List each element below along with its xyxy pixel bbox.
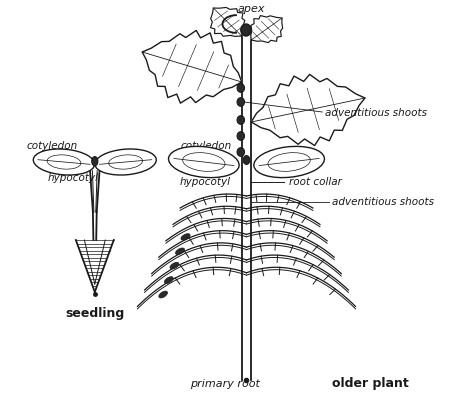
Polygon shape (142, 30, 242, 103)
Text: adventitious shoots: adventitious shoots (332, 197, 434, 207)
Polygon shape (210, 8, 245, 36)
Text: seedling: seedling (65, 308, 124, 320)
Text: cotyledon: cotyledon (26, 141, 77, 151)
Text: hypocotyl: hypocotyl (180, 177, 231, 187)
Ellipse shape (241, 24, 251, 36)
Text: primary root: primary root (190, 379, 260, 389)
Ellipse shape (237, 84, 245, 92)
Text: root collar: root collar (289, 177, 342, 187)
Ellipse shape (237, 98, 245, 106)
Ellipse shape (237, 116, 245, 124)
Text: cotyledon: cotyledon (180, 141, 231, 151)
Polygon shape (251, 74, 365, 146)
Ellipse shape (237, 148, 245, 156)
Ellipse shape (181, 234, 190, 240)
Text: older plant: older plant (332, 378, 409, 390)
Ellipse shape (243, 156, 250, 164)
Text: adventitious shoots: adventitious shoots (325, 108, 427, 118)
Ellipse shape (159, 291, 167, 298)
Ellipse shape (237, 132, 245, 140)
Text: apex: apex (237, 4, 265, 14)
Ellipse shape (91, 157, 98, 166)
Ellipse shape (33, 149, 95, 175)
Ellipse shape (170, 262, 179, 269)
Polygon shape (251, 16, 283, 43)
Ellipse shape (95, 149, 156, 175)
Ellipse shape (254, 146, 324, 178)
Ellipse shape (169, 146, 239, 178)
Ellipse shape (164, 277, 173, 284)
Ellipse shape (175, 248, 184, 254)
Text: hypocotyl: hypocotyl (47, 173, 99, 183)
